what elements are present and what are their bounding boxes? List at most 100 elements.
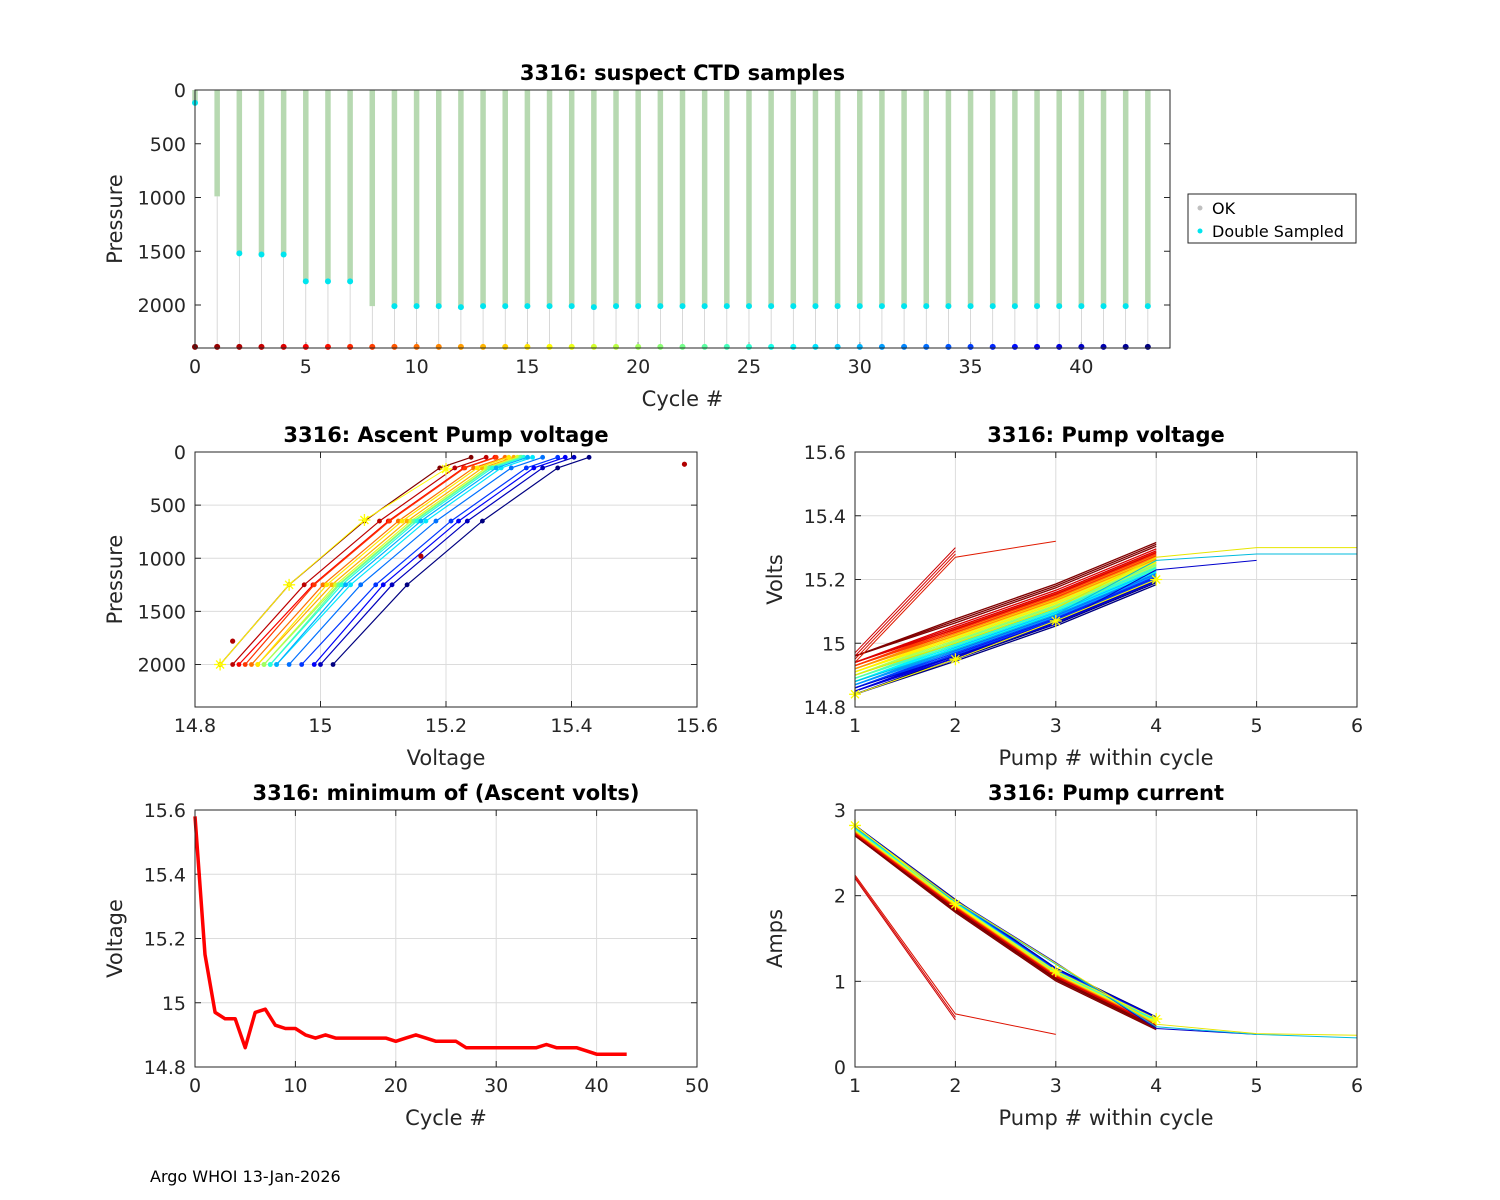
ctd-x-tick-label: 0: [189, 356, 201, 378]
ascent-series-point: [456, 518, 461, 524]
ctd-double-sampled-point: [613, 303, 620, 310]
pumpc-short-series-line: [854, 874, 1056, 1035]
ascent-outlier-point: [681, 461, 688, 467]
ascent-series-point: [299, 662, 305, 667]
ascent-series-point: [377, 518, 382, 524]
ascent-series-point: [399, 518, 405, 524]
ctd-cycle-color-marker: [546, 343, 553, 350]
pumpv-xlabel: Pump # within cycle: [999, 746, 1214, 770]
pumpv-highlight-marker: [1150, 573, 1163, 586]
ctd-double-sampled-point: [812, 303, 819, 310]
ctd-cycle-color-marker: [302, 343, 309, 350]
ctd-cycle-color-marker: [480, 343, 487, 350]
ascent-series-point: [286, 662, 292, 667]
ctd-y-tick-label: 500: [150, 134, 186, 156]
ascent-series-point: [339, 582, 345, 588]
ctd-cycle-color-marker: [967, 343, 974, 350]
ctd-cycle-color-marker: [723, 343, 730, 350]
ctd-cycle-color-marker: [236, 343, 243, 350]
ctd-cycle-color-marker: [989, 343, 996, 350]
ascent-series-point: [311, 582, 317, 588]
pumpv-series-line: [854, 555, 1157, 667]
ctd-x-tick-label: 35: [958, 356, 982, 378]
ascent-series-point: [330, 662, 336, 667]
ascent-x-tick-label: 15.4: [550, 715, 592, 737]
ascent-y-tick-label: 0: [174, 442, 186, 464]
ascent-series-point: [506, 454, 512, 460]
ascent-x-tick-label: 15.6: [676, 715, 718, 737]
minv-x-tick-label: 20: [384, 1075, 408, 1097]
pumpc-ylabel: Amps: [763, 909, 787, 968]
pumpv-short-series-line: [854, 553, 956, 660]
ascent-series-point: [474, 465, 480, 471]
ascent-series-point: [380, 582, 386, 588]
ctd-double-sampled-point: [435, 303, 442, 310]
pumpv-highlight-marker: [1049, 614, 1062, 627]
ascent-series-point: [483, 454, 489, 460]
ctd-double-sampled-point: [546, 303, 553, 310]
pumpc-plot-area: [855, 810, 1357, 1067]
ctd-axes-box: [194, 89, 1171, 349]
ctd-cycle-color-marker: [524, 343, 531, 350]
minv-marks: [193, 816, 627, 1056]
ctd-double-sampled-point: [657, 303, 664, 310]
ctd-cycle-color-marker: [280, 343, 287, 350]
ctd-cycle-color-marker: [1144, 343, 1151, 350]
ascent-series-point: [236, 662, 242, 667]
ctd-double-sampled-point: [590, 304, 597, 311]
ctd-double-sampled-point: [236, 250, 243, 257]
pumpv-series-line: [854, 548, 1157, 664]
pumpv-y-tick-label: 14.8: [804, 697, 846, 719]
ctd-legend-double-label: Double Sampled: [1212, 222, 1344, 241]
ascent-outlier-point: [418, 553, 424, 559]
ascent-x-tick-label: 15: [308, 715, 332, 737]
ascent-marks: [214, 454, 688, 671]
pumpv-short-series-line: [854, 540, 1056, 663]
ascent-series-point: [389, 582, 395, 588]
ctd-legend-double-marker: [1197, 228, 1203, 234]
ascent-series-point: [540, 465, 546, 471]
ctd-double-sampled-point: [967, 303, 974, 310]
ctd-cycle-color-marker: [768, 343, 775, 350]
ctd-cycle-color-marker: [1078, 343, 1085, 350]
ascent-series-point: [301, 582, 307, 588]
pumpc-y-tick-label: 1: [834, 971, 846, 993]
pumpc-y-tick-label: 2: [834, 886, 846, 908]
pumpc-short-series-line: [854, 878, 956, 1021]
ascent-series-point: [343, 582, 348, 588]
ctd-xlabel: Cycle #: [642, 387, 724, 411]
ctd-double-sampled-point: [391, 303, 398, 310]
minv-y-tick-label: 15.2: [144, 929, 186, 951]
pumpv-y-tick-label: 15.4: [804, 506, 846, 528]
ctd-cycle-color-marker: [1122, 343, 1129, 350]
ctd-x-tick-label: 20: [626, 356, 650, 378]
ctd-y-tick-label: 0: [174, 80, 186, 102]
ctd-double-sampled-point: [258, 251, 265, 258]
ctd-cycle-color-marker: [1056, 343, 1063, 350]
ascent-series-point: [324, 582, 330, 588]
footer-text: Argo WHOI 13-Jan-2026: [150, 1167, 341, 1186]
ascent-highlight-marker: [440, 463, 452, 475]
pumpv-long-series-line: [854, 553, 1357, 682]
pumpc-x-tick-label: 2: [949, 1075, 961, 1097]
minv-y-tick-label: 14.8: [144, 1057, 186, 1079]
ctd-cycle-color-marker: [657, 343, 664, 350]
pumpv-series-line: [854, 558, 1157, 670]
ctd-cycle-color-marker: [590, 343, 597, 350]
ctd-cycle-color-marker: [856, 343, 863, 350]
ascent-series-point: [358, 582, 364, 588]
ctd-double-sampled-point: [568, 303, 575, 310]
pumpv-series-line: [854, 583, 1157, 695]
pumpc-x-tick-label: 4: [1150, 1075, 1162, 1097]
pumpc-xlabel: Pump # within cycle: [999, 1106, 1214, 1130]
pumpv-series-line: [854, 541, 1157, 657]
ctd-double-sampled-point: [1078, 303, 1085, 310]
ascent-series-point: [414, 518, 420, 524]
pumpv-series-line: [854, 562, 1157, 676]
ascent-series-point: [493, 465, 499, 471]
pumpv-series-line: [854, 553, 1157, 667]
pumpv-series-line: [854, 569, 1157, 683]
pumpc-x-tick-label: 1: [849, 1075, 861, 1097]
ascent-series-point: [555, 465, 561, 471]
ascent-series-point: [255, 662, 261, 667]
